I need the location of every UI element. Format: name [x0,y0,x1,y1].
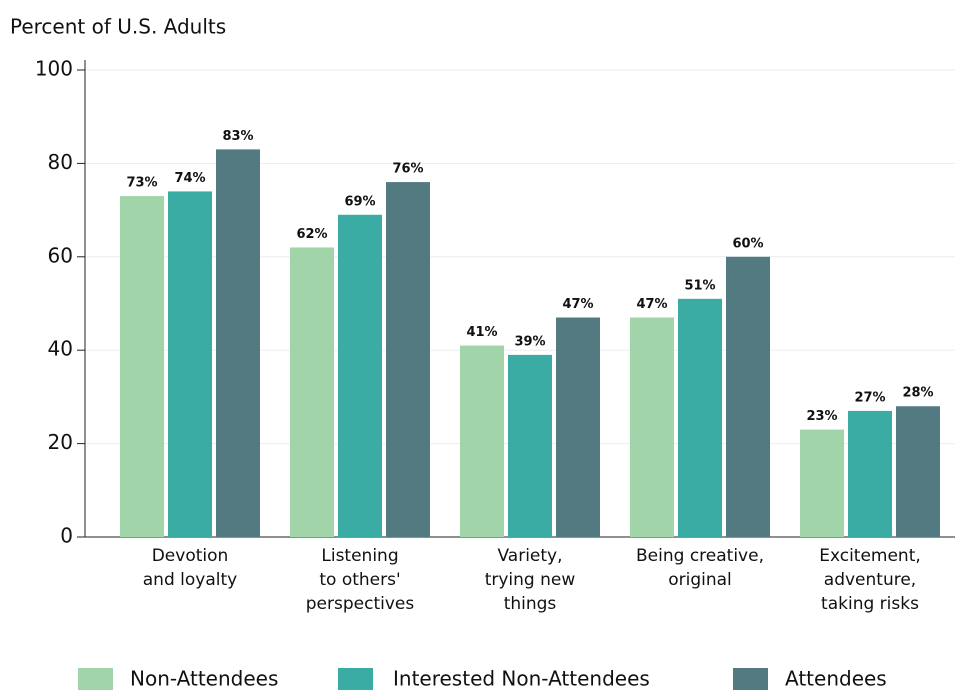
bar [726,256,770,537]
value-label: 41% [466,325,497,340]
bar [508,354,552,537]
bar [290,247,334,537]
y-tick-label: 100 [35,57,73,81]
value-label: 73% [126,176,157,191]
bar [556,317,600,537]
bar [800,429,844,537]
value-label: 83% [222,129,253,144]
bar [120,196,164,537]
value-label: 51% [684,278,715,293]
x-tick-label: Variety, [497,546,562,566]
x-tick-label: Listening [321,546,398,566]
bar [216,149,260,537]
value-label: 39% [514,334,545,349]
value-label: 47% [636,297,667,312]
bar [630,317,674,537]
value-label: 23% [806,409,837,424]
x-tick-label: perspectives [306,594,415,614]
y-tick-label: 0 [60,524,73,548]
y-tick-label: 80 [48,150,73,174]
value-label: 74% [174,171,205,186]
value-label: 47% [562,297,593,312]
legend-swatch [78,668,113,690]
bar [338,214,382,537]
bar [848,410,892,537]
value-label: 27% [854,390,885,405]
bar [678,298,722,537]
legend-label: Interested Non-Attendees [393,667,650,691]
value-label: 69% [344,194,375,209]
value-label: 62% [296,227,327,242]
x-tick-label: taking risks [821,594,919,614]
x-tick-label: adventure, [824,570,916,590]
x-tick-label: Devotion [152,546,229,566]
y-tick-label: 20 [48,430,73,454]
y-tick-label: 60 [48,243,73,267]
legend-label: Non-Attendees [130,667,278,691]
legend-swatch [733,668,768,690]
x-tick-label: and loyalty [143,570,237,590]
bar [386,182,430,537]
x-tick-label: original [668,570,732,590]
x-tick-label: to others' [319,570,400,590]
bar [168,191,212,538]
value-label: 76% [392,162,423,177]
x-tick-label: things [504,594,557,614]
bar [896,406,940,537]
x-tick-label: trying new [485,570,576,590]
x-tick-label: Excitement, [819,546,921,566]
y-tick-label: 40 [48,337,73,361]
value-label: 28% [902,386,933,401]
x-tick-label: Being creative, [636,546,764,566]
value-label: 60% [732,236,763,251]
legend-label: Attendees [785,667,887,691]
bar [460,345,504,537]
y-axis-label: Percent of U.S. Adults [10,15,226,39]
legend-swatch [338,668,373,690]
